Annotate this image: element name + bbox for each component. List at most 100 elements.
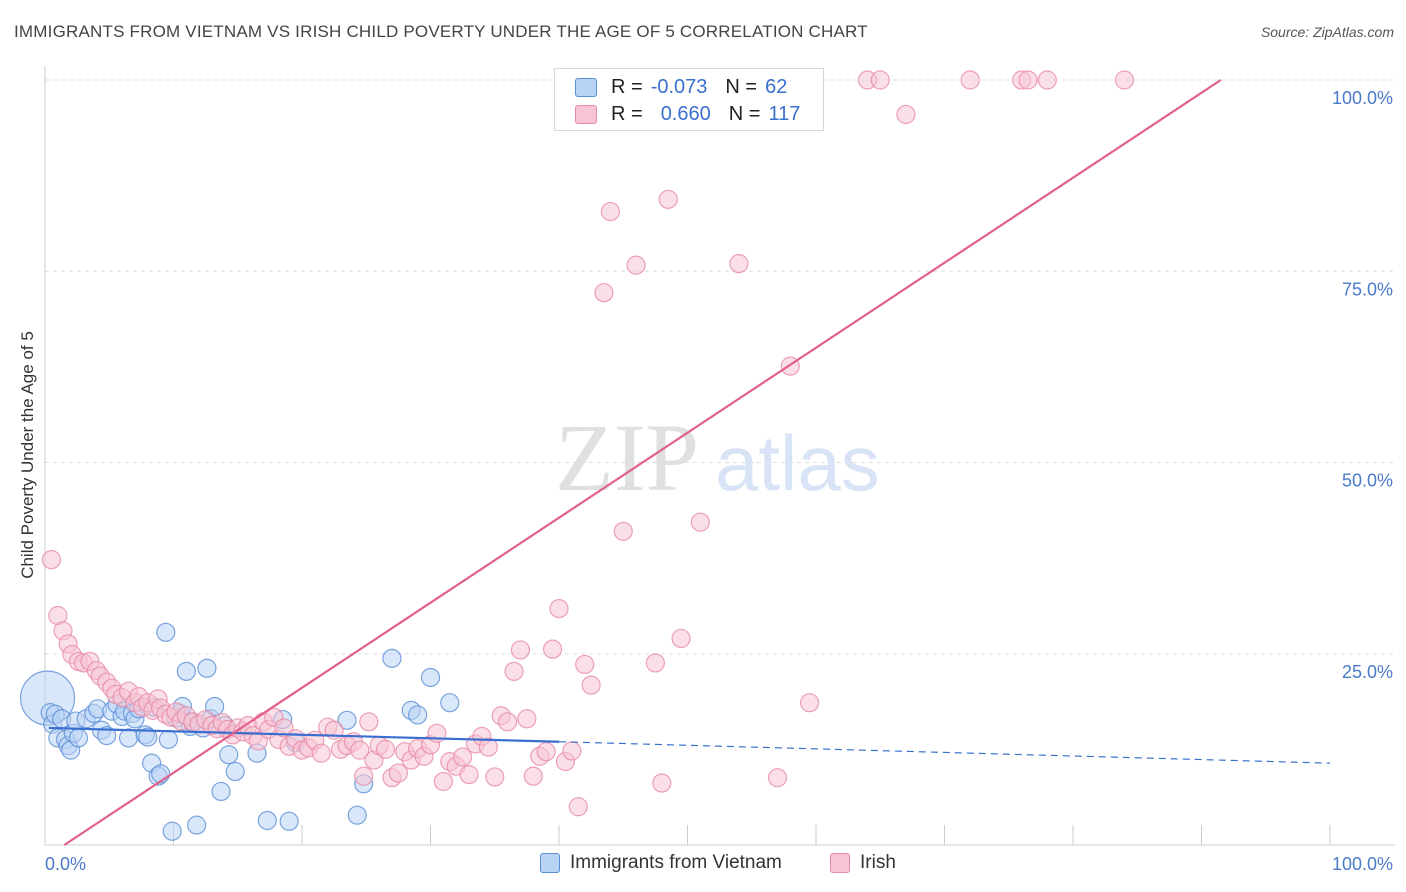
data-point (279, 811, 299, 831)
x-tick-label: 0.0% (45, 854, 86, 874)
data-point (549, 599, 569, 619)
data-point (453, 747, 473, 767)
grid-lines (45, 79, 1395, 655)
data-point (176, 661, 196, 681)
data-point (388, 763, 408, 783)
legend: R = -0.073 N = 62 R = 0.660 N = 117 (554, 68, 824, 131)
data-point (767, 768, 788, 788)
data-point (347, 805, 367, 825)
data-point (118, 728, 139, 748)
data-point (375, 739, 396, 759)
bottom-legend-swatch-vietnam (540, 853, 560, 873)
data-point (257, 810, 277, 831)
data-point (311, 743, 331, 763)
data-point (359, 712, 379, 732)
data-point (594, 283, 614, 303)
legend-swatch-vietnam (575, 77, 597, 97)
source-label: Source: ZipAtlas.com (1260, 24, 1394, 40)
legend-swatch-irish (575, 104, 597, 124)
y-tick-label: 25.0% (1342, 662, 1393, 682)
data-point (562, 741, 582, 761)
data-point (197, 658, 217, 678)
x-tick-label: 100.0% (1332, 854, 1393, 874)
legend-r-value: 0.660 (660, 102, 711, 125)
data-point (510, 640, 531, 660)
chart-title: IMMIGRANTS FROM VIETNAM VS IRISH CHILD P… (14, 22, 868, 41)
legend-r-label: R = (611, 102, 643, 125)
data-point (498, 712, 518, 732)
data-point (187, 815, 207, 835)
data-point (337, 710, 357, 730)
data-point (658, 189, 678, 209)
bottom-legend-irish: Irish (830, 852, 896, 874)
data-point (896, 104, 916, 125)
legend-r-label: R = (611, 75, 643, 98)
data-point (575, 654, 595, 675)
data-point (568, 797, 588, 817)
data-point (354, 766, 374, 786)
data-point (408, 705, 428, 725)
trend-line (63, 79, 1222, 846)
data-point (1018, 70, 1038, 90)
data-point (870, 70, 890, 90)
data-point (1114, 70, 1135, 90)
data-point (97, 726, 117, 746)
trend-lines (48, 79, 1331, 846)
data-point (156, 622, 176, 642)
data-point (350, 740, 370, 760)
data-point (478, 737, 498, 757)
data-point (382, 648, 402, 668)
data-point (523, 766, 543, 786)
data-point (162, 821, 182, 841)
watermark: ZIP atlas (555, 404, 880, 511)
bottom-legend-label: Immigrants from Vietnam (570, 852, 782, 873)
data-point (138, 727, 158, 747)
data-point (219, 745, 239, 765)
data-point (690, 512, 710, 532)
legend-row-vietnam: R = -0.073 N = 62 (575, 75, 805, 99)
bottom-legend-label: Irish (860, 852, 896, 873)
data-point (799, 693, 820, 713)
legend-n-label: N = (725, 75, 758, 98)
series-irish-points (41, 70, 1135, 817)
data-point (504, 661, 524, 681)
data-point (581, 675, 601, 695)
data-point (626, 255, 646, 275)
data-point (485, 767, 505, 787)
legend-n-value: 117 (768, 102, 801, 125)
trend-line-dashed (558, 741, 1331, 764)
watermark-zip: ZIP (555, 404, 699, 511)
data-point (652, 773, 672, 793)
watermark-atlas: atlas (715, 419, 880, 507)
data-point (158, 729, 178, 750)
legend-row-irish: R = 0.660 N = 117 (575, 102, 818, 126)
bottom-legend-swatch-irish (830, 853, 850, 873)
data-point (671, 628, 691, 649)
data-point (960, 70, 980, 90)
data-point (645, 653, 665, 673)
data-point (211, 781, 231, 802)
bottom-legend-vietnam: Immigrants from Vietnam (540, 852, 782, 874)
y-tick-label: 50.0% (1342, 471, 1393, 491)
legend-n-label: N = (728, 102, 761, 125)
data-point (536, 742, 556, 762)
data-point (433, 771, 453, 792)
data-point (1037, 70, 1057, 90)
y-tick-label: 75.0% (1342, 279, 1393, 299)
data-point (542, 639, 563, 659)
data-point (225, 761, 245, 782)
data-point (420, 667, 441, 688)
trend-line (48, 726, 560, 743)
data-point (600, 201, 621, 222)
y-tick-label: 100.0% (1332, 88, 1393, 108)
data-point (205, 696, 225, 717)
data-point (68, 728, 89, 748)
tick-labels: 25.0% 50.0% 75.0% 100.0% 0.0% 100.0% (45, 88, 1393, 874)
data-point (41, 550, 62, 570)
data-point (459, 765, 479, 785)
data-point (613, 521, 633, 541)
data-point (440, 693, 460, 713)
legend-r-value: -0.073 (650, 75, 708, 98)
legend-n-value: 62 (765, 75, 788, 98)
